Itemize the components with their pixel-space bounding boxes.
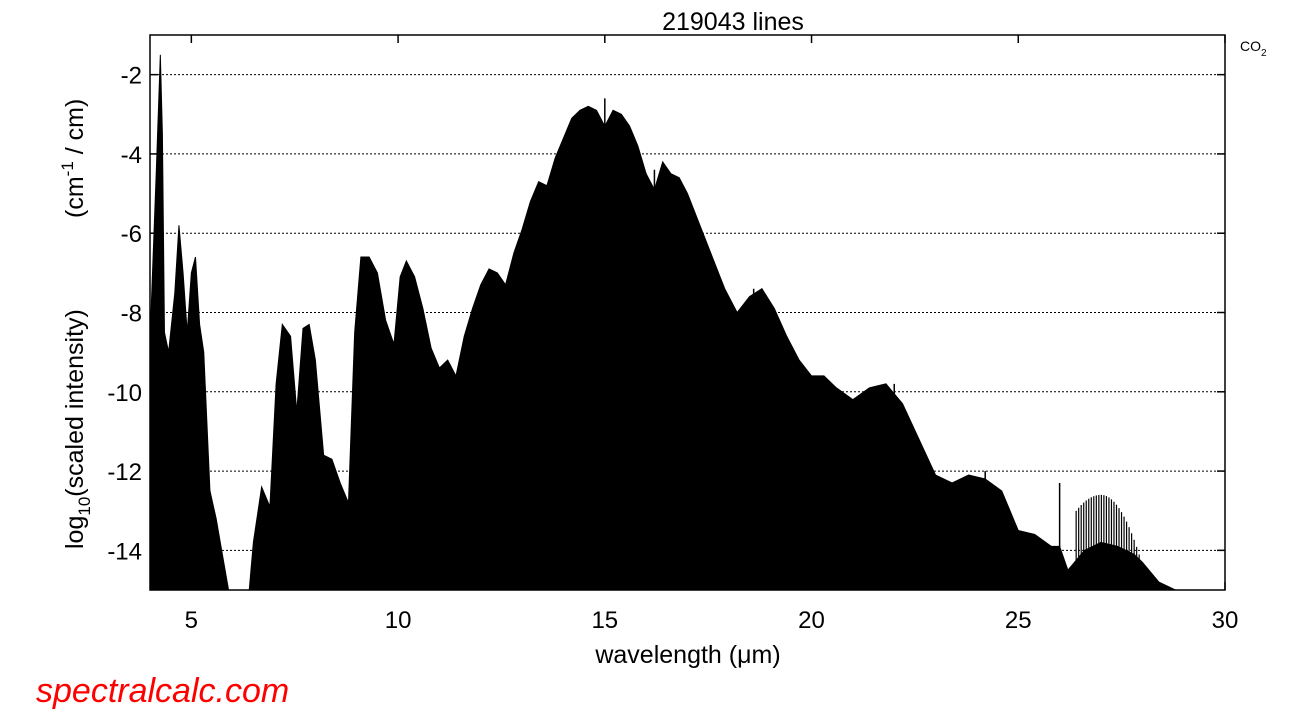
x-tick-label: 25 [1005,607,1032,634]
x-tick-label: 30 [1212,607,1239,634]
x-tick-label: 20 [798,607,825,634]
legend-molecule: CO2 [1240,38,1267,59]
y-axis: -2 -4 -6 -8 -10 -12 -14 [107,63,1225,565]
watermark-text: spectralcalc.com [36,672,290,710]
y-tick-label: -10 [107,380,142,407]
spectrum-data [150,54,1184,590]
y-tick-label: -8 [121,301,142,328]
x-tick-label: 10 [385,607,412,634]
y-tick-label: -14 [107,538,142,565]
y-axis-unit: (cm-1 / cm) [58,99,89,218]
y-tick-label: -4 [121,142,142,169]
y-tick-label: -2 [121,63,142,90]
x-tick-label: 15 [591,607,618,634]
x-axis-title: wavelength (μm) [594,641,780,669]
x-axis: 5 10 15 20 25 30 [185,35,1239,634]
chart-title: 219043 lines [662,8,804,36]
y-tick-label: -12 [107,459,142,486]
x-tick-label: 5 [185,607,198,634]
y-tick-label: -6 [121,221,142,248]
y-axis-title: log10(scaled intensity) [61,309,94,549]
spectrum-envelope [150,54,1184,590]
